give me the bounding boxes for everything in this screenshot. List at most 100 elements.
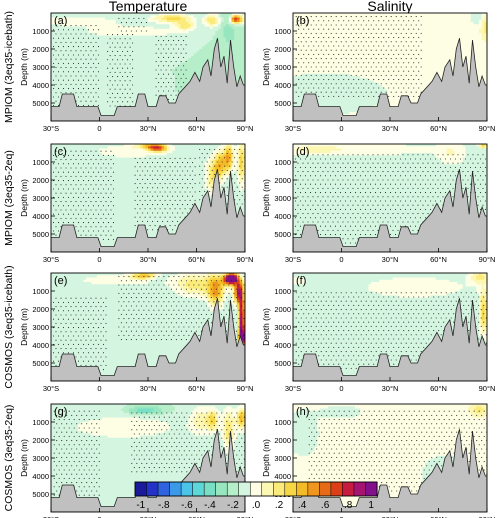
colorbar-label: .4 bbox=[298, 500, 307, 511]
y-tick-label: 1000 bbox=[32, 158, 49, 167]
y-tick-label: 1000 bbox=[274, 27, 291, 36]
x-tick-label: 30°S bbox=[43, 515, 59, 518]
y-tick-label: 5000 bbox=[32, 230, 49, 239]
colorbar-swatch bbox=[353, 481, 367, 497]
x-tick-label: 30°N bbox=[140, 384, 157, 393]
y-tick-label: 5000 bbox=[274, 99, 291, 108]
y-tick-label: 2000 bbox=[274, 176, 291, 185]
y-tick-label: 1000 bbox=[32, 287, 49, 296]
colorbar-swatch bbox=[169, 481, 182, 497]
x-tick-label: 30°N bbox=[382, 255, 399, 264]
x-tick-label: 60°N bbox=[188, 384, 205, 393]
y-tick-label: 5000 bbox=[274, 359, 291, 368]
panel-c: (c) 1000 2000 3000 4000 5000 30°S 0 30°N 60°N 90°N… bbox=[3, 143, 253, 264]
x-tick-label: 60°N bbox=[188, 255, 205, 264]
colorbar-swatch bbox=[296, 481, 309, 497]
x-tick-label: 30°N bbox=[140, 255, 157, 264]
y-tick-label: 1000 bbox=[32, 27, 49, 36]
panel-letter: (h) bbox=[296, 406, 309, 418]
colorbar-swatch bbox=[342, 481, 355, 497]
x-tick-label: 0 bbox=[339, 124, 343, 133]
y-tick-label: 3000 bbox=[274, 63, 291, 72]
colorbar-swatch bbox=[273, 481, 286, 497]
anomaly-field bbox=[51, 404, 245, 512]
panel-d: (d) 1000 2000 3000 4000 5000 30°S 0 30°N 60°N 90°N… bbox=[261, 143, 495, 264]
y-axis-label: Depth (m) bbox=[261, 48, 271, 86]
x-tick-label: 30°N bbox=[382, 384, 399, 393]
y-axis-label: Depth (m) bbox=[19, 48, 29, 86]
row-label: MPIOM (3eq35-2eq) bbox=[3, 150, 15, 246]
panel-h: (h)1000200030004000500030°S030°N60°N90°N… bbox=[261, 403, 496, 518]
colorbar-swatch bbox=[180, 481, 194, 497]
colorbar-label: -.4 bbox=[204, 500, 216, 511]
y-tick-label: 3000 bbox=[274, 323, 291, 332]
bathymetry bbox=[51, 169, 245, 252]
bathymetry bbox=[51, 38, 245, 121]
y-tick-label: 3000 bbox=[32, 194, 49, 203]
y-tick-label: 4000 bbox=[274, 212, 291, 221]
panel-letter: (g) bbox=[54, 406, 67, 418]
y-tick-label: 4000 bbox=[32, 81, 49, 90]
colorbar-swatch bbox=[146, 481, 159, 497]
bathymetry bbox=[293, 169, 487, 252]
y-tick-label: 3000 bbox=[32, 323, 49, 332]
y-tick-label: 4000 bbox=[32, 472, 49, 481]
x-tick-label: 90°N bbox=[237, 384, 254, 393]
x-tick-label: 30°S bbox=[43, 384, 59, 393]
y-tick-label: 5000 bbox=[274, 230, 291, 239]
x-tick-label: 90°N bbox=[237, 124, 254, 133]
significance-stippling bbox=[295, 16, 422, 97]
y-axis-label: Depth (m) bbox=[261, 308, 271, 346]
colorbar: -1 -.8 -.6 -.4 -.2 .0 .2 .4 .6 .8 1 bbox=[134, 481, 378, 511]
y-tick-label: 2000 bbox=[274, 436, 291, 445]
colorbar-swatch bbox=[307, 481, 320, 497]
x-tick-label: 60°N bbox=[430, 255, 447, 264]
x-tick-label: 60°N bbox=[188, 124, 205, 133]
y-tick-label: 4000 bbox=[274, 341, 291, 350]
colorbar-swatch bbox=[226, 481, 240, 497]
y-tick-label: 5000 bbox=[32, 99, 49, 108]
y-axis-label: Depth (m) bbox=[261, 179, 271, 217]
bathymetry bbox=[293, 38, 487, 121]
x-tick-label: 0 bbox=[97, 515, 101, 518]
colorbar-swatch bbox=[284, 481, 297, 497]
x-tick-label: 0 bbox=[97, 124, 101, 133]
panel-g: (g) 1000 2000 3000 4000 5000 30°S 0 30°N 60°N 90°N… bbox=[3, 403, 254, 518]
panel-letter: (d) bbox=[296, 146, 309, 158]
panel-letter: (b) bbox=[296, 15, 309, 27]
y-tick-label: 5000 bbox=[32, 490, 49, 499]
x-tick-label: 60°N bbox=[430, 124, 447, 133]
y-axis-label: Depth (m) bbox=[19, 308, 29, 346]
y-axis-label: Depth (m) bbox=[261, 439, 271, 477]
y-tick-label: 2000 bbox=[32, 45, 49, 54]
x-tick-label: 30°N bbox=[140, 124, 157, 133]
colorbar-label: .6 bbox=[321, 500, 330, 511]
col-title-salinity: Salinity bbox=[367, 0, 412, 14]
y-tick-label: 3000 bbox=[274, 194, 291, 203]
y-tick-label: 2000 bbox=[274, 305, 291, 314]
y-axis-label: Depth (m) bbox=[19, 179, 29, 217]
x-tick-label: 0 bbox=[339, 255, 343, 264]
x-tick-label: 90°N bbox=[479, 124, 496, 133]
x-tick-label: 30°S bbox=[285, 515, 301, 518]
y-tick-label: 3000 bbox=[32, 63, 49, 72]
colorbar-label: -1 bbox=[136, 500, 145, 511]
row-label: COSMOS (3eq35-icebath) bbox=[3, 265, 15, 388]
panel-a: (a) 1000 2000 3000 4000 5000 30°S 0 30°N 60°N 90°N… bbox=[3, 11, 253, 133]
y-tick-label: 1000 bbox=[274, 287, 291, 296]
x-tick-label: 30°S bbox=[43, 255, 59, 264]
x-tick-label: 30°S bbox=[285, 384, 301, 393]
x-tick-label: 90°N bbox=[237, 515, 254, 518]
y-tick-label: 4000 bbox=[274, 472, 291, 481]
colorbar-label: .0 bbox=[252, 500, 261, 511]
colorbar-swatch bbox=[203, 481, 217, 497]
y-tick-label: 5000 bbox=[32, 359, 49, 368]
y-tick-label: 4000 bbox=[32, 341, 49, 350]
colorbar-label: .2 bbox=[275, 500, 284, 511]
y-tick-label: 4000 bbox=[32, 212, 49, 221]
x-tick-label: 90°N bbox=[479, 515, 496, 518]
colorbar-swatch bbox=[249, 481, 263, 497]
colorbar-swatch bbox=[215, 481, 228, 497]
